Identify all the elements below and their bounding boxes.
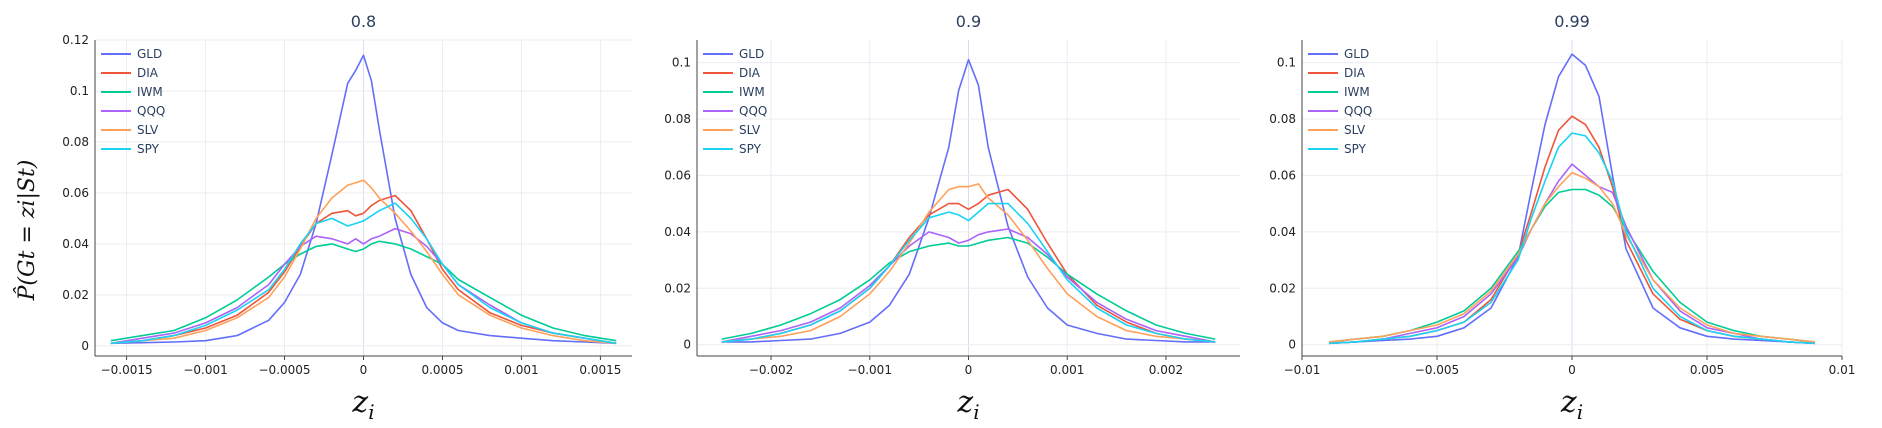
y-tick-label: 0.1 [70, 84, 89, 98]
legend-label: SPY [1344, 142, 1367, 156]
x-tick-label: −0.0015 [101, 363, 153, 377]
legend-label: SPY [739, 142, 762, 156]
x-tick-label: 0 [1568, 363, 1576, 377]
y-tick-label: 0.1 [1277, 56, 1296, 70]
series-line-iwm [110, 240, 617, 342]
x-tick-label: 0.01 [1829, 363, 1856, 377]
y-tick-label: 0.08 [62, 135, 89, 149]
series-line-slv [721, 183, 1216, 343]
chart-panel-1: −0.0015 −0.001 −0.0005 0 0.0005 0.001 0.0015 0 0… [62, 12, 632, 424]
y-tick-label: 0 [683, 338, 691, 352]
x-tick-label: 0.001 [1050, 363, 1084, 377]
series-line-iwm [1328, 188, 1816, 343]
legend-label: SLV [739, 123, 761, 137]
y-tick-label: 0.02 [62, 288, 89, 302]
legend-label: QQQ [137, 104, 165, 118]
legend-label: GLD [137, 47, 162, 61]
panel-title: 0.99 [1554, 12, 1590, 31]
legend-label: SLV [1344, 123, 1366, 137]
series-line-slv [110, 179, 617, 345]
y-tick-label: 0.02 [1269, 281, 1296, 295]
legend-label: IWM [1344, 85, 1370, 99]
series-line-spy [1328, 132, 1816, 345]
x-tick-label: 0.0005 [421, 363, 463, 377]
chart-panels: −0.0015 −0.001 −0.0005 0 0.0005 0.001 0.0015 0 0… [62, 12, 1855, 424]
chart-panel-3: −0.01 −0.005 0 0.005 0.01 0 0.02 0.04 0.06 0.08 0.… [1269, 12, 1855, 424]
series-line-iwm [721, 236, 1216, 340]
x-tick-label: −0.0005 [259, 363, 311, 377]
x-tick-label: 0 [360, 363, 368, 377]
chart-panel-2: −0.002 −0.001 0 0.001 0.002 0 0.02 0.04 0.06 0.08… [664, 12, 1240, 424]
x-tick-label: −0.005 [1415, 363, 1459, 377]
series-line-gld [721, 58, 1216, 343]
panel-title: 0.8 [351, 12, 376, 31]
legend-label: IWM [739, 85, 765, 99]
series-line-dia [110, 194, 617, 345]
series-line-spy [110, 202, 617, 345]
x-axis-title: zi [1560, 385, 1583, 424]
legend-label: SLV [137, 123, 159, 137]
legend-label: IWM [137, 85, 163, 99]
legend-label: DIA [739, 66, 761, 80]
legend-label: GLD [1344, 47, 1369, 61]
y-tick-label: 0.04 [1269, 225, 1296, 239]
x-tick-label: −0.01 [1284, 363, 1321, 377]
y-tick-label: 0.06 [62, 186, 89, 200]
y-axis-title: P̂(Gt = zi|St) [14, 160, 40, 302]
x-tick-label: 0.002 [1149, 363, 1183, 377]
y-tick-label: 0 [1288, 338, 1296, 352]
series-line-slv [1328, 171, 1816, 343]
series-line-qqq [721, 228, 1216, 343]
x-tick-label: −0.002 [749, 363, 793, 377]
x-tick-label: −0.001 [183, 363, 227, 377]
legend-label: QQQ [1344, 104, 1372, 118]
y-tick-label: 0.1 [672, 56, 691, 70]
y-tick-label: 0 [81, 339, 89, 353]
legend-label: DIA [1344, 66, 1366, 80]
x-axis-title: zi [351, 385, 374, 424]
x-tick-label: 0.001 [504, 363, 538, 377]
x-tick-label: 0.005 [1690, 363, 1724, 377]
series-line-qqq [110, 227, 617, 345]
x-tick-label: 0 [965, 363, 973, 377]
y-tick-label: 0.04 [664, 225, 691, 239]
series-line-gld [110, 54, 617, 345]
series-line-spy [721, 202, 1216, 343]
x-tick-label: −0.001 [848, 363, 892, 377]
y-tick-label: 0.12 [62, 33, 89, 47]
y-tick-label: 0.04 [62, 237, 89, 251]
x-tick-label: 0.0015 [579, 363, 621, 377]
series-line-gld [1328, 53, 1816, 345]
legend-label: QQQ [739, 104, 767, 118]
y-tick-label: 0.02 [664, 281, 691, 295]
panel-title: 0.9 [956, 12, 981, 31]
legend-label: GLD [739, 47, 764, 61]
x-axis-title: zi [956, 385, 979, 424]
y-tick-label: 0.06 [664, 168, 691, 182]
y-tick-label: 0.08 [664, 112, 691, 126]
series-line-qqq [1328, 163, 1816, 345]
y-tick-label: 0.08 [1269, 112, 1296, 126]
legend-label: SPY [137, 142, 160, 156]
legend-label: DIA [137, 66, 159, 80]
y-tick-label: 0.06 [1269, 168, 1296, 182]
